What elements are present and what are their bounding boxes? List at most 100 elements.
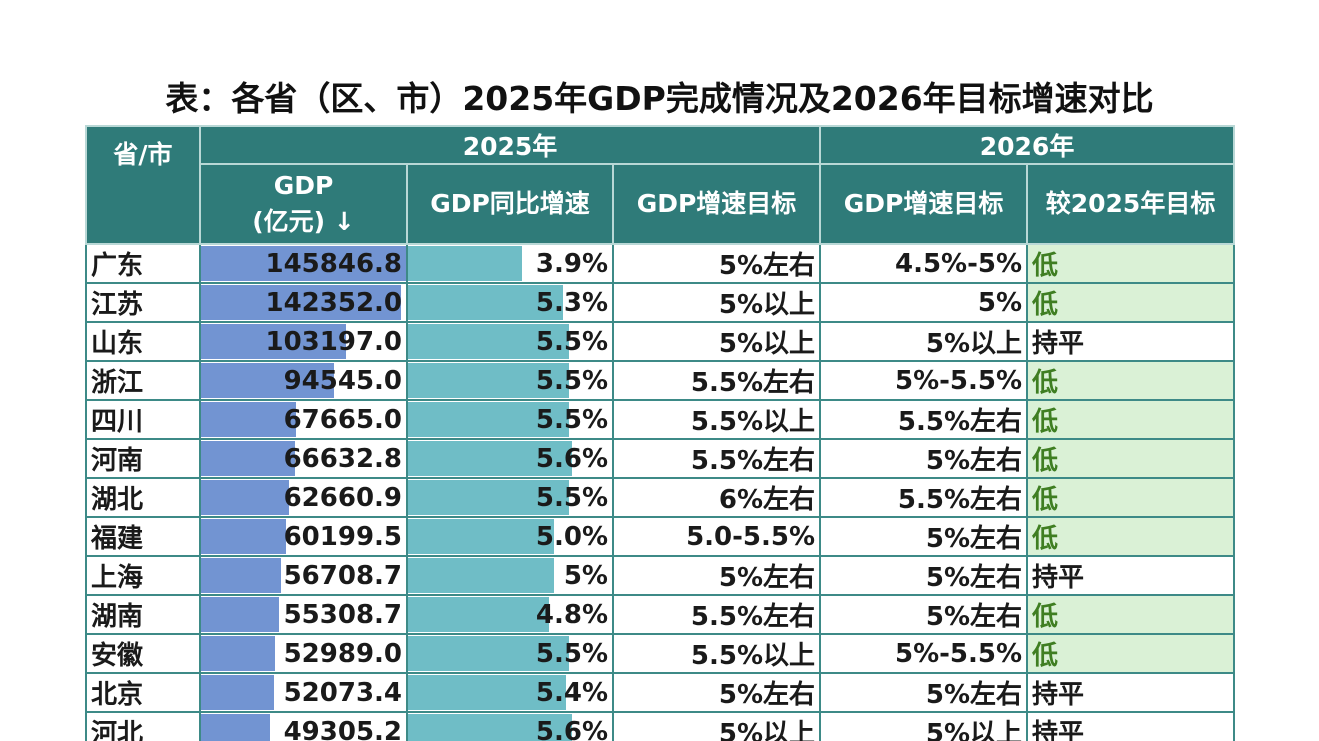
cell-text: 66632.8 xyxy=(283,443,402,474)
table-row: 福建 60199.5 5.0% 5.0-5.5% 5%左右低 xyxy=(85,516,1235,557)
table-cell: 持平 xyxy=(1026,321,1235,362)
table-cell: 52989.0 xyxy=(199,633,408,674)
table-row: 湖南 55308.7 4.8% 5.5%左右 5%左右低 xyxy=(85,594,1235,635)
table-row: 安徽 52989.0 5.5% 5.5%以上 5%-5.5% 低 xyxy=(85,633,1235,674)
data-bar xyxy=(409,324,570,359)
table-cell: 5.5% xyxy=(406,399,614,440)
data-bar xyxy=(202,246,405,281)
data-bar xyxy=(409,636,570,671)
cell-text: 低 xyxy=(1032,602,1059,632)
table-cell: 5%左右 xyxy=(819,555,1029,596)
table-cell: 60199.5 xyxy=(199,516,408,557)
table-cell: 66632.8 xyxy=(199,438,408,479)
header-text: GDP增速目标 xyxy=(636,189,797,218)
data-bar xyxy=(409,363,570,398)
data-bar xyxy=(202,675,275,710)
cell-text: 低 xyxy=(1032,524,1059,554)
cell-text: 5.5%以上 xyxy=(690,407,816,437)
cell-text: 5.5% xyxy=(535,404,608,435)
cell-text: 49305.2 xyxy=(283,716,402,741)
cell-text: 5.4% xyxy=(535,677,608,708)
table-cell: 5%左右 xyxy=(611,243,822,284)
cell-text: 5.6% xyxy=(535,443,608,474)
cell-text: 3.9% xyxy=(535,248,608,279)
table-cell: 5.0% xyxy=(406,516,614,557)
cell-text: 5%左右 xyxy=(925,524,1023,554)
table-cell: 湖北 xyxy=(85,477,201,518)
table-cell: 5.5%左右 xyxy=(819,399,1029,440)
table-cell: 145846.8 xyxy=(199,243,408,284)
cell-text: 福建 xyxy=(91,524,144,554)
cell-text: 低 xyxy=(1032,368,1059,398)
cell-text: 5.6% xyxy=(535,716,608,741)
table-cell: 河南 xyxy=(85,438,201,479)
data-bar xyxy=(202,714,271,741)
cell-text: 5%左右 xyxy=(718,680,816,710)
table-cell: 低 xyxy=(1026,282,1235,323)
cell-text: 5.5%以上 xyxy=(690,641,816,671)
cell-text: 5.5%左右 xyxy=(897,407,1023,437)
table-cell: 江苏 xyxy=(85,282,201,323)
data-bar xyxy=(409,246,523,281)
table-cell: 5% xyxy=(406,555,614,596)
cell-text: 低 xyxy=(1032,407,1059,437)
table-cell: 5.6% xyxy=(406,438,614,479)
header-cell: 较2025年目标 xyxy=(1026,163,1235,245)
table-cell: 5%左右 xyxy=(611,672,822,713)
table-row: 山东 103197.0 5.5% 5%以上 5%以上 持平 xyxy=(85,321,1235,362)
table-cell: 持平 xyxy=(1026,672,1235,713)
cell-text: 北京 xyxy=(91,680,144,710)
cell-text: 103197.0 xyxy=(265,326,402,357)
table-cell: 湖南 xyxy=(85,594,201,635)
header-cell: 2025年 xyxy=(198,125,822,165)
data-bar xyxy=(202,441,295,476)
cell-text: 4.5%-5% xyxy=(894,248,1023,279)
table-cell: 49305.2 xyxy=(199,711,408,741)
cell-text: 5%以上 xyxy=(925,719,1023,741)
cell-text: 5%左右 xyxy=(718,251,816,281)
cell-text: 5.3% xyxy=(535,287,608,318)
table-row: 浙江 94545.0 5.5% 5.5%左右 5%-5.5% 低 xyxy=(85,360,1235,401)
data-bar xyxy=(409,558,555,593)
table-cell: 5.5%左右 xyxy=(611,594,822,635)
data-bar xyxy=(409,519,555,554)
table-cell: 低 xyxy=(1026,399,1235,440)
table-cell: 5%左右 xyxy=(819,594,1029,635)
cell-text: 上海 xyxy=(91,563,144,593)
table-row: 北京 52073.4 5.4% 5%左右 5%左右 持平 xyxy=(85,672,1235,713)
table-cell: 低 xyxy=(1026,438,1235,479)
header-cell: GDP增速目标 xyxy=(611,163,822,245)
cell-text: 5.0-5.5% xyxy=(686,521,816,552)
table-body: 广东 145846.8 3.9% 5%左右 4.5%-5% 低江苏 142352.0 5.3%… xyxy=(85,243,1235,741)
table-cell: 低 xyxy=(1026,516,1235,557)
table-cell: 5.0-5.5% xyxy=(611,516,822,557)
data-bar xyxy=(202,324,347,359)
table-row: 广东 145846.8 3.9% 5%左右 4.5%-5% 低 xyxy=(85,243,1235,284)
cell-text: 河北 xyxy=(91,719,144,741)
data-bar xyxy=(202,519,286,554)
cell-text: 67665.0 xyxy=(283,404,402,435)
cell-text: 低 xyxy=(1032,446,1059,476)
table-cell: 低 xyxy=(1026,633,1235,674)
table-cell: 4.5%-5% xyxy=(819,243,1029,284)
cell-text: 5.5%左右 xyxy=(690,446,816,476)
cell-text: 5.5%左右 xyxy=(690,368,816,398)
cell-text: 56708.7 xyxy=(283,560,402,591)
table-row: 湖北 62660.9 5.5% 6%左右 5.5%左右低 xyxy=(85,477,1235,518)
cell-text: 4.8% xyxy=(535,599,608,630)
table-cell: 6%左右 xyxy=(611,477,822,518)
cell-text: 5%左右 xyxy=(925,563,1023,593)
header-text: (亿元) ↓ xyxy=(252,207,355,236)
table-cell: 河北 xyxy=(85,711,201,741)
data-bar xyxy=(202,402,297,437)
cell-text: 60199.5 xyxy=(283,521,402,552)
header-row: 省/市 2025年 2026年 xyxy=(85,125,1235,245)
table-cell: 5%以上 xyxy=(611,321,822,362)
cell-text: 广东 xyxy=(91,251,144,281)
cell-text: 5.5% xyxy=(535,482,608,513)
table-cell: 5.6% xyxy=(406,711,614,741)
table-cell: 142352.0 xyxy=(199,282,408,323)
cell-text: 江苏 xyxy=(91,290,144,320)
table-cell: 5%左右 xyxy=(819,516,1029,557)
data-bar xyxy=(202,558,281,593)
